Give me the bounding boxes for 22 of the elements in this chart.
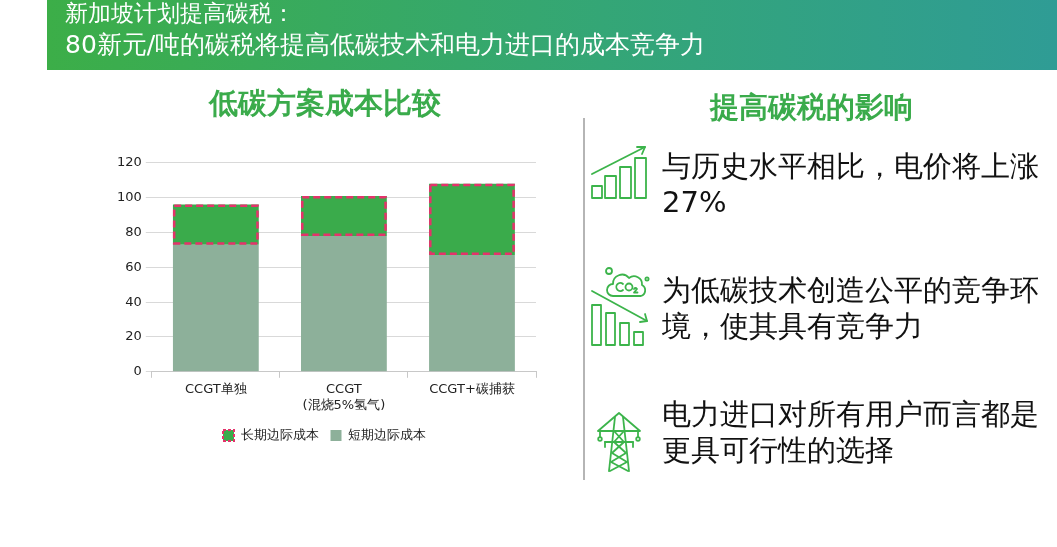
legend-label: 短期边际成本	[348, 426, 426, 442]
bar	[429, 255, 515, 372]
text: 提高碳税的影响	[708, 89, 914, 125]
y-tick-label: 20	[125, 328, 142, 344]
x-tick-label: CCGT (混烧5%氢气)	[302, 380, 386, 412]
y-tick-label: 100	[116, 189, 142, 205]
text: 为低碳技术创造公平的竞争环境，使其具有竞争力	[662, 272, 1040, 344]
y-tick-label: 120	[116, 154, 142, 170]
y-tick-label: 0	[133, 363, 142, 379]
x-tick-label: CCGT+碳捕获	[429, 380, 515, 396]
chart-title: 低碳方案成本比较	[207, 85, 442, 120]
bar	[301, 235, 387, 372]
x-tick-label: CCGT单独	[184, 380, 247, 396]
y-tick-label: 40	[125, 293, 142, 309]
text: 80新元/吨的碳税将提高低碳技术和电力进口的成本竞争力	[65, 30, 706, 60]
text: 与历史水平相比，电价将上涨27%	[662, 148, 1040, 220]
y-tick-label: 80	[125, 223, 142, 239]
y-tick-label: 60	[125, 258, 142, 274]
text: 新加坡计划提高碳税：	[65, 0, 295, 26]
bar	[172, 244, 259, 372]
legend-label: 长期边际成本	[240, 426, 319, 442]
text: 电力进口对所有用户而言都是更具可行性的选择	[662, 396, 1040, 468]
